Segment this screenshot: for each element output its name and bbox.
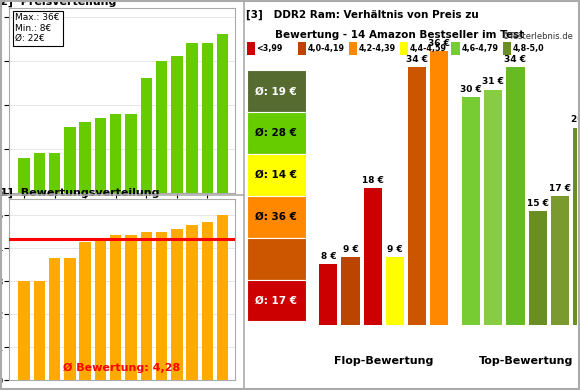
- Text: 4,2-4,39: 4,2-4,39: [359, 44, 396, 53]
- Bar: [110, 235, 121, 380]
- Bar: [171, 56, 183, 193]
- Bar: [246, 154, 306, 196]
- Text: [2]  Preisverteilung: [2] Preisverteilung: [0, 0, 117, 7]
- Text: 36 €: 36 €: [428, 39, 450, 48]
- Bar: [156, 61, 167, 193]
- Bar: [125, 235, 137, 380]
- Bar: [528, 211, 547, 325]
- Text: 18 €: 18 €: [362, 176, 383, 185]
- Text: 4,6-4,79: 4,6-4,79: [462, 44, 498, 53]
- Bar: [217, 34, 229, 193]
- Bar: [246, 280, 306, 321]
- Text: Ø: 28 €: Ø: 28 €: [255, 128, 297, 138]
- Bar: [79, 242, 91, 380]
- Text: Ø: 19 €: Ø: 19 €: [255, 87, 297, 96]
- Bar: [349, 42, 357, 55]
- Text: 4,4-4,59: 4,4-4,59: [410, 44, 447, 53]
- Bar: [246, 238, 306, 280]
- Bar: [246, 112, 306, 154]
- Bar: [503, 42, 511, 55]
- Text: [3]   DDR2 Ram: Verhältnis von Preis zu: [3] DDR2 Ram: Verhältnis von Preis zu: [246, 10, 479, 20]
- Text: ©Testerlebnis.de: ©Testerlebnis.de: [502, 32, 574, 41]
- Bar: [342, 257, 360, 325]
- Bar: [34, 281, 45, 380]
- Bar: [140, 78, 152, 193]
- Bar: [408, 67, 426, 325]
- Bar: [171, 229, 183, 380]
- Text: 31 €: 31 €: [483, 78, 504, 87]
- Text: <3,99: <3,99: [256, 44, 283, 53]
- Text: 4,8-5,0: 4,8-5,0: [513, 44, 544, 53]
- Bar: [451, 42, 460, 55]
- Bar: [484, 90, 502, 325]
- Text: Ø Bewertung: 4,28: Ø Bewertung: 4,28: [63, 363, 180, 373]
- Bar: [217, 215, 229, 380]
- Bar: [79, 122, 91, 193]
- Bar: [110, 113, 121, 193]
- Bar: [186, 225, 198, 380]
- Text: 4,0-4,19: 4,0-4,19: [307, 44, 345, 53]
- Bar: [462, 97, 480, 325]
- Bar: [95, 118, 106, 193]
- Bar: [298, 42, 306, 55]
- Bar: [506, 67, 524, 325]
- Bar: [202, 222, 213, 380]
- Bar: [186, 43, 198, 193]
- Bar: [364, 188, 382, 325]
- Bar: [34, 153, 45, 193]
- Bar: [550, 196, 569, 325]
- Text: Bewertung - 14 Amazon Bestseller im Test: Bewertung - 14 Amazon Bestseller im Test: [246, 30, 525, 40]
- Bar: [64, 127, 75, 193]
- Bar: [573, 128, 580, 325]
- Text: 15 €: 15 €: [527, 199, 549, 208]
- Text: 26 €: 26 €: [571, 115, 580, 124]
- Bar: [246, 42, 255, 55]
- Bar: [246, 71, 306, 112]
- Text: 17 €: 17 €: [549, 184, 571, 193]
- Text: 8 €: 8 €: [321, 252, 336, 261]
- Bar: [156, 232, 167, 380]
- Text: 9 €: 9 €: [343, 245, 358, 254]
- Text: 34 €: 34 €: [505, 55, 527, 64]
- Bar: [319, 264, 338, 325]
- Bar: [18, 281, 30, 380]
- Text: 30 €: 30 €: [461, 85, 482, 94]
- Bar: [202, 43, 213, 193]
- Text: Flop-Bewertung: Flop-Bewertung: [334, 356, 433, 366]
- Text: Ø: 14 €: Ø: 14 €: [255, 170, 298, 180]
- Bar: [18, 158, 30, 193]
- Bar: [49, 153, 60, 193]
- Text: Top-Bewertung: Top-Bewertung: [479, 356, 574, 366]
- Text: Max.: 36€
Min.: 8€
Ø: 22€: Max.: 36€ Min.: 8€ Ø: 22€: [16, 13, 60, 43]
- Bar: [140, 232, 152, 380]
- Text: Ø: 17 €: Ø: 17 €: [255, 296, 298, 305]
- Bar: [246, 196, 306, 238]
- Bar: [95, 238, 106, 380]
- Text: [1]  Bewertungsverteilung: [1] Bewertungsverteilung: [0, 188, 160, 199]
- Bar: [386, 257, 404, 325]
- Text: 9 €: 9 €: [387, 245, 403, 254]
- Text: 34 €: 34 €: [406, 55, 428, 64]
- Bar: [64, 258, 75, 380]
- Bar: [430, 51, 448, 325]
- Bar: [49, 258, 60, 380]
- Text: Ø: 36 €: Ø: 36 €: [255, 212, 297, 222]
- Bar: [400, 42, 408, 55]
- Bar: [125, 113, 137, 193]
